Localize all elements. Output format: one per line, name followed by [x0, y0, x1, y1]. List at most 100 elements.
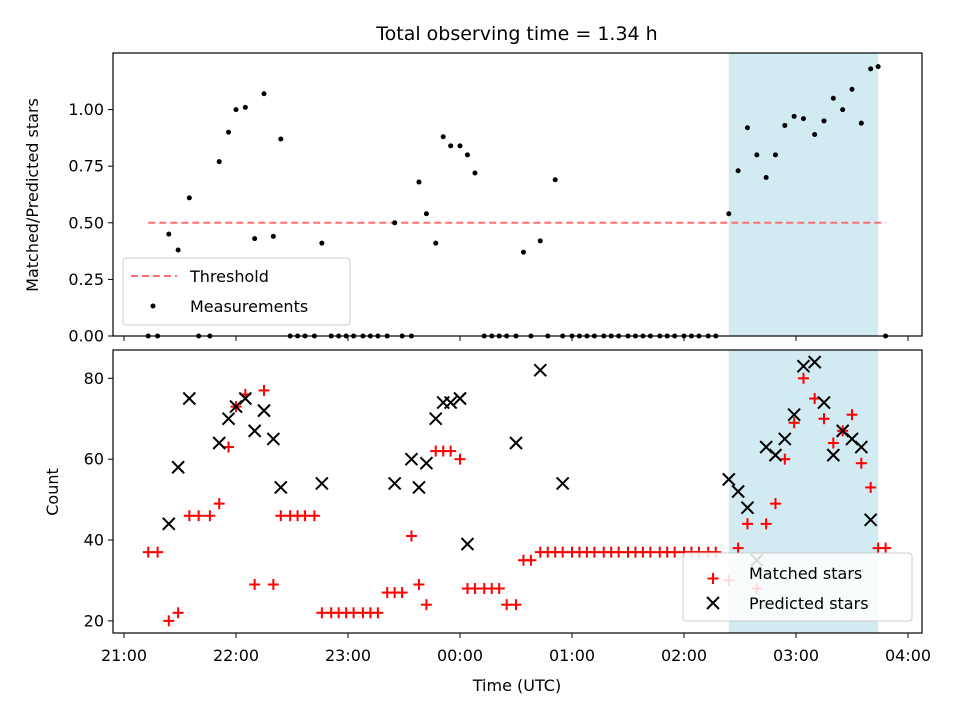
matched-star-point	[741, 518, 753, 530]
x-tick-label: 23:00	[325, 646, 371, 665]
matched-star-point	[183, 510, 195, 522]
measurement-point	[830, 95, 836, 101]
measurement-point	[433, 240, 439, 246]
matched-star-point	[510, 599, 522, 611]
measurement-point	[166, 231, 172, 237]
predicted-star-point	[509, 436, 523, 450]
bottom-y-tick-label: 20	[84, 611, 104, 630]
matched-star-point	[213, 498, 225, 510]
legend-matched-swatch	[707, 573, 719, 584]
top-legend: Threshold Measurements	[122, 257, 351, 326]
measurement-point	[186, 195, 192, 201]
matched-star-point	[855, 457, 867, 469]
matched-star-point	[413, 578, 425, 590]
matched-star-point	[525, 554, 537, 566]
measurement-point	[464, 152, 470, 158]
matched-star-point	[644, 546, 656, 558]
x-tick-label: 21:00	[101, 646, 147, 665]
measurement-point	[226, 129, 232, 135]
bottom-y-axis-label: Count	[43, 468, 62, 516]
measurement-point	[754, 152, 760, 158]
matched-star-point	[223, 441, 235, 453]
measurement-point	[278, 136, 284, 142]
top-marks	[145, 64, 889, 339]
top-panel: 0.00 0.25 0.50 0.75 1.00 Matched/Predicted s…	[23, 52, 923, 346]
measurement-point	[849, 86, 855, 92]
measurement-point	[868, 66, 874, 72]
predicted-star-point	[453, 391, 467, 406]
predicted-star-point	[731, 484, 745, 499]
matched-star-point	[275, 510, 287, 522]
bottom-y-tick-label: 80	[84, 369, 104, 388]
predicted-star-point	[722, 472, 736, 487]
measurement-point	[175, 247, 181, 253]
predicted-star-point	[221, 412, 236, 426]
matched-star-point	[249, 578, 261, 590]
matched-star-point	[809, 393, 821, 405]
top-highlight-band	[728, 53, 879, 336]
top-y-tick-label: 0.25	[68, 270, 104, 289]
predicted-star-point	[212, 436, 226, 450]
matched-star-point	[469, 583, 481, 595]
measurement-point	[800, 116, 806, 122]
matched-star-point	[797, 372, 809, 384]
measurement-point	[875, 64, 881, 70]
predicted-star-point	[429, 412, 443, 426]
measurement-point	[552, 177, 558, 183]
measurement-point	[242, 104, 248, 110]
measurement-point	[319, 240, 325, 246]
measurement-point	[537, 238, 543, 244]
matched-star-point	[769, 498, 781, 510]
measurement-point	[791, 113, 797, 119]
legend-threshold-label: Threshold	[189, 267, 269, 286]
predicted-star-point	[404, 452, 419, 466]
x-axis-label: Time (UTC)	[472, 676, 561, 695]
matched-star-point	[613, 546, 625, 558]
predicted-star-point	[182, 391, 197, 406]
measurement-point	[472, 170, 478, 176]
matched-star-point	[760, 518, 772, 530]
x-tick-label: 03:00	[773, 646, 819, 665]
matched-star-point	[405, 530, 417, 542]
chart-title: Total observing time = 1.34 h	[375, 23, 657, 45]
matched-star-point	[396, 587, 408, 599]
matched-star-point	[193, 510, 205, 522]
matched-star-point	[299, 510, 311, 522]
top-y-tick-label: 0.00	[68, 327, 104, 346]
bottom-y-ticks: 20 40 60 80	[84, 369, 113, 630]
matched-star-point	[172, 607, 184, 619]
predicted-star-point	[863, 513, 878, 527]
top-y-tick-label: 1.00	[68, 100, 104, 119]
matched-star-point	[308, 510, 320, 522]
top-y-ticks: 0.00 0.25 0.50 0.75 1.00	[68, 100, 113, 346]
predicted-star-point	[315, 476, 329, 491]
matched-star-point	[454, 453, 466, 465]
measurement-point	[457, 143, 463, 149]
measurement-point	[520, 249, 526, 255]
predicted-star-point	[778, 432, 792, 446]
matched-star-point	[846, 409, 858, 421]
matched-star-point	[865, 481, 877, 493]
measurement-point	[772, 152, 778, 158]
x-tick-label: 01:00	[549, 646, 595, 665]
predicted-star-point	[826, 448, 841, 462]
matched-star-point	[818, 413, 830, 425]
predicted-star-point	[460, 537, 475, 551]
bottom-y-tick-label: 60	[84, 450, 104, 469]
bottom-x-ticks: 21:00 22:00 23:00 00:00 01:00 02:00 03:00 04:00	[101, 633, 931, 665]
measurement-point	[840, 107, 846, 113]
matched-star-point	[372, 607, 384, 619]
predicted-star-point	[162, 517, 176, 531]
matched-star-point	[880, 542, 892, 554]
measurement-point	[448, 143, 454, 149]
predicted-star-point	[787, 407, 801, 422]
x-tick-label: 00:00	[437, 646, 483, 665]
measurement-point	[252, 236, 258, 242]
measurement-point	[821, 118, 827, 124]
measurement-point	[392, 220, 398, 226]
predicted-star-point	[266, 432, 281, 446]
measurement-point	[744, 125, 750, 131]
predicted-star-point	[796, 359, 811, 373]
predicted-star-point	[555, 476, 570, 491]
